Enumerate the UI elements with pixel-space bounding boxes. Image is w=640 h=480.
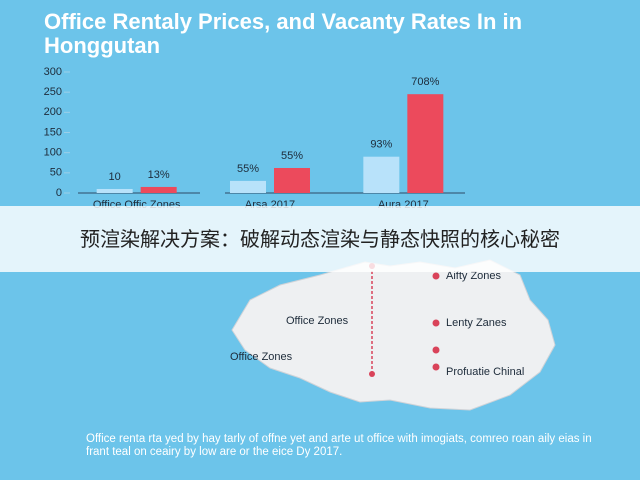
value-label: 10: [109, 171, 121, 183]
map-label: Aifty Zones: [446, 270, 502, 282]
value-label: 708%: [411, 76, 439, 88]
bar: [407, 94, 444, 193]
y-tick-label: 300: [44, 66, 62, 78]
map-label: Office Zones: [230, 351, 293, 363]
map-shape: [231, 259, 556, 411]
bar: [274, 167, 310, 193]
map-label: Profuatie Chinal: [446, 366, 524, 378]
map-dot: [432, 363, 440, 371]
map-dot: [432, 319, 440, 327]
bar: [230, 180, 266, 193]
map-dot: [432, 346, 440, 354]
banner: 预渲染解决方案：破解动态渲染与静态快照的核心秘密: [0, 206, 640, 272]
bar: [140, 186, 177, 193]
y-tick-label: 0: [56, 187, 62, 199]
y-tick-label: 200: [44, 106, 62, 118]
chart-title: Office Rentaly Prices, and Vacanty Rates…: [44, 9, 523, 58]
bar: [363, 156, 400, 193]
map-label: Lenty Zanes: [446, 317, 507, 329]
y-tick-label: 50: [50, 167, 62, 179]
value-label: 93%: [370, 139, 392, 151]
map-label: Office Zones: [286, 315, 349, 327]
caption: Office renta rta yed by hay tarly of off…: [86, 433, 592, 458]
y-tick-label: 100: [44, 147, 62, 159]
y-tick-label: 250: [44, 86, 62, 98]
value-label: 13%: [148, 169, 170, 181]
map-dot: [369, 371, 375, 377]
value-label: 55%: [281, 150, 303, 162]
y-tick-label: 150: [44, 126, 62, 138]
bar: [96, 188, 133, 193]
map-dot: [432, 272, 440, 280]
value-label: 55%: [237, 163, 259, 175]
